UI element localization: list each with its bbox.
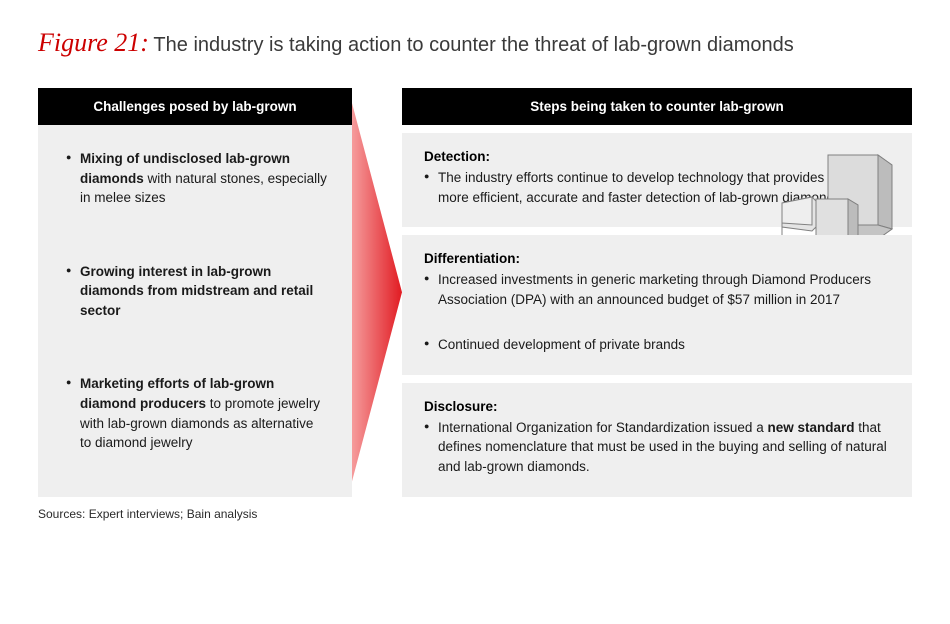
challenges-header: Challenges posed by lab-grown bbox=[38, 88, 352, 125]
challenge-item: Marketing efforts of lab-grown diamond p… bbox=[66, 374, 328, 452]
detection-machine-icon bbox=[776, 149, 896, 245]
differentiation-section: Differentiation: Increased investments i… bbox=[402, 235, 912, 375]
figure-caption: The industry is taking action to counter… bbox=[153, 34, 793, 56]
figure-title: Figure 21: The industry is taking action… bbox=[38, 28, 912, 58]
bullet-text: Increased investments in generic marketi… bbox=[438, 272, 871, 307]
figure-label: Figure 21: bbox=[38, 28, 149, 57]
detection-section: Detection: The industry efforts continue… bbox=[402, 133, 912, 227]
bullet-bold: new standard bbox=[767, 420, 854, 435]
challenge-item: Mixing of undisclosed lab-grown diamonds… bbox=[66, 149, 328, 208]
challenge-item: Growing interest in lab-grown diamonds f… bbox=[66, 262, 328, 321]
columns-container: Challenges posed by lab-grown Mixing of … bbox=[38, 88, 912, 497]
section-bullet: International Organization for Standardi… bbox=[424, 418, 892, 477]
arrow-icon bbox=[348, 88, 406, 497]
section-title: Disclosure: bbox=[424, 399, 892, 414]
disclosure-section: Disclosure: International Organization f… bbox=[402, 383, 912, 497]
challenges-body: Mixing of undisclosed lab-grown diamonds… bbox=[38, 125, 352, 477]
bullet-text: Continued development of private brands bbox=[438, 337, 685, 352]
steps-header: Steps being taken to counter lab-grown bbox=[402, 88, 912, 125]
section-bullet: Increased investments in generic marketi… bbox=[424, 270, 892, 309]
bullet-pre: International Organization for Standardi… bbox=[438, 420, 767, 435]
sources-note: Sources: Expert interviews; Bain analysi… bbox=[38, 507, 912, 521]
challenges-column: Challenges posed by lab-grown Mixing of … bbox=[38, 88, 352, 497]
arrow-container bbox=[352, 88, 402, 497]
section-title: Differentiation: bbox=[424, 251, 892, 266]
section-bullet: Continued development of private brands bbox=[424, 335, 892, 355]
challenge-bold: Growing interest in lab-grown diamonds f… bbox=[80, 264, 313, 318]
steps-column: Steps being taken to counter lab-grown D… bbox=[402, 88, 912, 497]
